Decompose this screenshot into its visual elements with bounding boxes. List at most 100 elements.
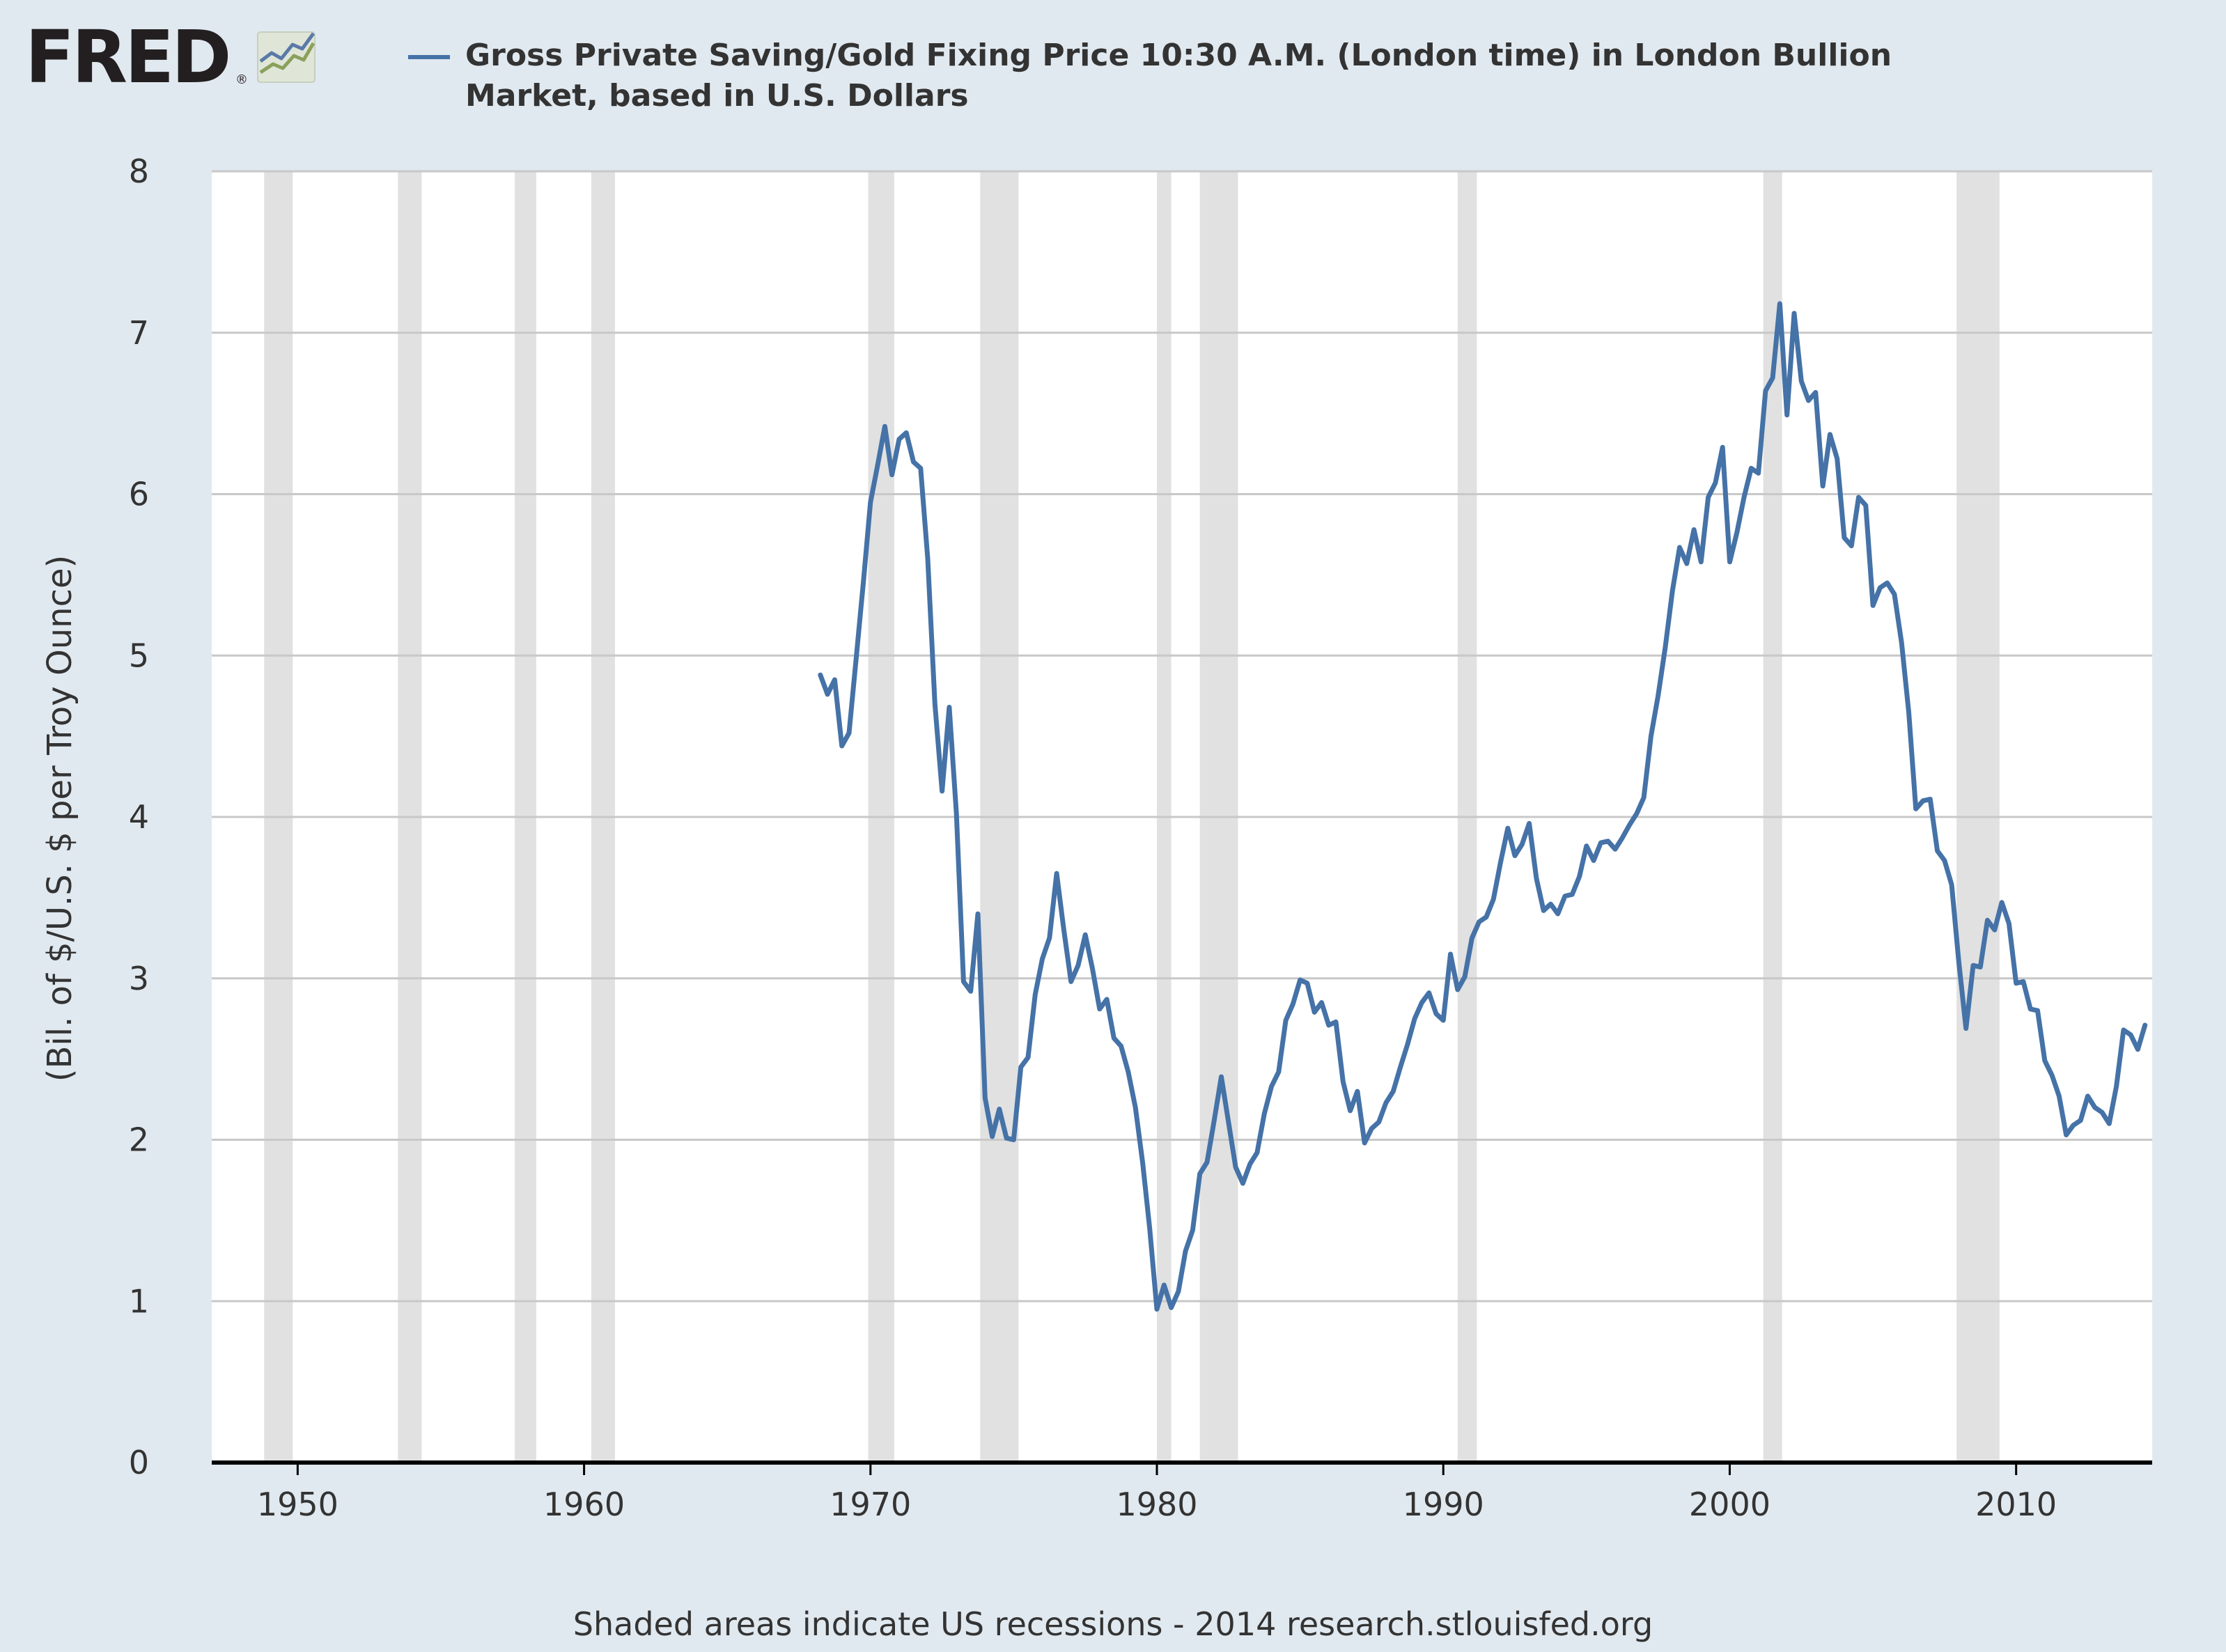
data-point-168[interactable] [2019, 977, 2027, 985]
data-point-11[interactable] [895, 435, 903, 444]
data-point-183[interactable] [2126, 1031, 2135, 1039]
data-point-8[interactable] [873, 461, 882, 469]
data-point-102[interactable] [1546, 900, 1555, 908]
data-point-146[interactable] [1862, 501, 1870, 510]
data-point-26[interactable] [1002, 1134, 1011, 1142]
data-point-43[interactable] [1124, 1068, 1133, 1076]
data-point-81[interactable] [1396, 1063, 1405, 1071]
data-point-88[interactable] [1447, 950, 1455, 958]
data-point-130[interactable] [1747, 464, 1755, 472]
data-point-54[interactable] [1203, 1158, 1211, 1167]
data-point-178[interactable] [2091, 1103, 2099, 1112]
data-point-96[interactable] [1504, 824, 1512, 832]
data-point-98[interactable] [1518, 840, 1526, 848]
data-point-176[interactable] [2076, 1116, 2085, 1125]
data-point-152[interactable] [1905, 708, 1913, 716]
data-point-68[interactable] [1303, 979, 1312, 988]
data-point-23[interactable] [981, 1093, 989, 1102]
data-point-6[interactable] [859, 579, 868, 587]
data-point-87[interactable] [1439, 1016, 1447, 1024]
data-point-67[interactable] [1296, 976, 1305, 984]
data-point-95[interactable] [1497, 858, 1505, 866]
data-point-61[interactable] [1253, 1148, 1261, 1157]
data-point-17[interactable] [938, 787, 947, 795]
data-point-139[interactable] [1812, 389, 1820, 397]
data-point-150[interactable] [1890, 590, 1899, 598]
data-point-75[interactable] [1353, 1087, 1362, 1096]
data-point-141[interactable] [1826, 430, 1834, 439]
data-point-184[interactable] [2133, 1045, 2142, 1054]
data-point-169[interactable] [2026, 1005, 2034, 1013]
data-point-127[interactable] [1726, 558, 1734, 566]
data-point-22[interactable] [974, 910, 982, 918]
data-point-35[interactable] [1067, 977, 1075, 985]
data-point-3[interactable] [838, 742, 846, 750]
data-point-158[interactable] [1947, 880, 1956, 889]
data-point-105[interactable] [1568, 890, 1576, 898]
data-point-4[interactable] [845, 729, 853, 738]
data-point-47[interactable] [1153, 1305, 1161, 1314]
data-point-121[interactable] [1683, 559, 1691, 568]
data-point-110[interactable] [1604, 837, 1612, 846]
data-point-33[interactable] [1052, 869, 1061, 878]
data-point-63[interactable] [1268, 1082, 1276, 1091]
data-point-38[interactable] [1089, 965, 1097, 973]
data-point-39[interactable] [1096, 1005, 1104, 1013]
data-point-143[interactable] [1840, 533, 1848, 542]
data-point-175[interactable] [2069, 1121, 2078, 1130]
data-point-97[interactable] [1511, 852, 1519, 860]
data-point-133[interactable] [1768, 374, 1777, 382]
data-point-5[interactable] [852, 655, 860, 663]
data-point-16[interactable] [931, 700, 939, 708]
data-point-161[interactable] [1969, 961, 1977, 969]
data-point-31[interactable] [1038, 955, 1047, 963]
data-point-37[interactable] [1081, 930, 1089, 939]
data-point-19[interactable] [952, 809, 960, 818]
data-point-149[interactable] [1883, 579, 1892, 587]
data-point-52[interactable] [1188, 1226, 1197, 1234]
data-point-115[interactable] [1640, 793, 1648, 802]
data-point-181[interactable] [2112, 1082, 2121, 1091]
data-point-50[interactable] [1174, 1287, 1183, 1295]
data-point-40[interactable] [1103, 995, 1111, 1004]
data-point-78[interactable] [1375, 1118, 1383, 1126]
data-point-65[interactable] [1282, 1016, 1290, 1024]
data-point-27[interactable] [1009, 1136, 1018, 1144]
data-point-30[interactable] [1031, 990, 1039, 999]
data-point-21[interactable] [967, 987, 975, 995]
data-point-46[interactable] [1146, 1224, 1154, 1233]
data-point-24[interactable] [988, 1132, 997, 1141]
data-point-91[interactable] [1468, 934, 1476, 942]
data-point-185[interactable] [2141, 1021, 2149, 1029]
data-point-123[interactable] [1697, 558, 1705, 566]
data-point-151[interactable] [1897, 639, 1906, 647]
fred-logo[interactable]: FRED ® [25, 15, 316, 100]
data-point-145[interactable] [1855, 493, 1863, 501]
data-point-156[interactable] [1933, 847, 1942, 855]
data-point-84[interactable] [1417, 999, 1426, 1007]
data-point-163[interactable] [1984, 916, 1992, 924]
data-point-66[interactable] [1289, 1000, 1297, 1008]
data-point-103[interactable] [1554, 910, 1562, 918]
data-point-159[interactable] [1954, 958, 1963, 967]
data-point-73[interactable] [1339, 1077, 1347, 1086]
data-point-13[interactable] [910, 458, 918, 466]
data-point-111[interactable] [1611, 845, 1619, 853]
data-point-80[interactable] [1389, 1087, 1397, 1096]
data-point-60[interactable] [1246, 1160, 1254, 1168]
data-point-20[interactable] [959, 977, 967, 985]
data-point-173[interactable] [2055, 1092, 2063, 1100]
data-point-119[interactable] [1668, 587, 1676, 595]
data-point-144[interactable] [1847, 542, 1855, 550]
data-point-94[interactable] [1489, 895, 1497, 903]
data-point-171[interactable] [2041, 1057, 2049, 1065]
data-point-126[interactable] [1718, 443, 1727, 451]
data-point-129[interactable] [1740, 493, 1748, 501]
data-point-100[interactable] [1532, 874, 1541, 882]
data-point-79[interactable] [1382, 1098, 1390, 1107]
data-point-72[interactable] [1332, 1018, 1340, 1026]
data-point-93[interactable] [1482, 913, 1491, 921]
data-point-148[interactable] [1876, 584, 1884, 592]
data-point-138[interactable] [1805, 396, 1813, 405]
data-point-53[interactable] [1196, 1169, 1204, 1178]
